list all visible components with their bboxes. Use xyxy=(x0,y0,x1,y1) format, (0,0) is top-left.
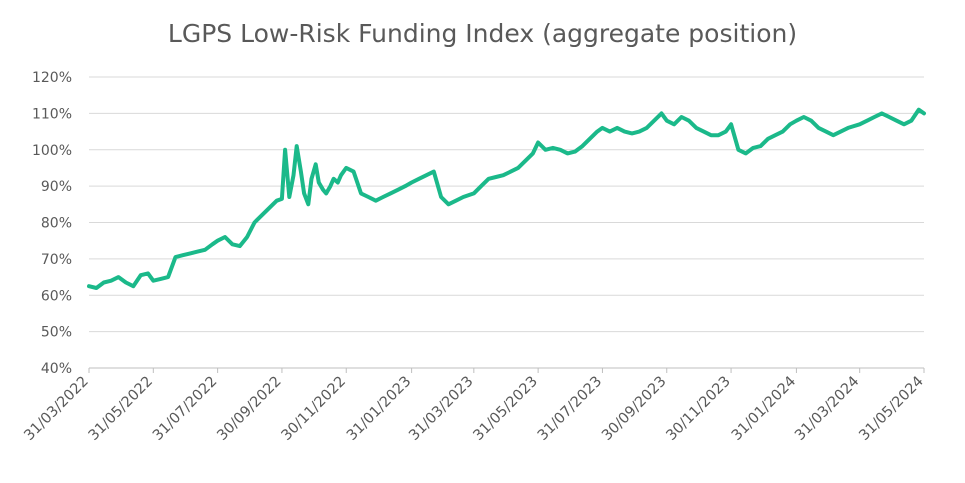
y-tick-label: 120% xyxy=(32,70,72,86)
gridlines xyxy=(89,76,924,333)
series-line xyxy=(87,107,926,290)
x-tick-label: 31/03/2023 xyxy=(406,374,476,444)
y-tick-label: 50% xyxy=(41,325,72,341)
y-axis-ticks: 40% 50% 60% 70% 80% 90% 100% 110% 120% xyxy=(32,70,72,377)
x-tick-label: 31/01/2023 xyxy=(344,374,414,444)
x-tick-label: 31/07/2023 xyxy=(535,374,605,444)
x-tick-label: 31/03/2024 xyxy=(792,374,862,444)
x-tick-label: 31/05/2023 xyxy=(471,374,541,444)
x-tick-label: 31/05/2022 xyxy=(86,374,156,444)
x-tick-label: 30/11/2022 xyxy=(279,374,349,444)
x-tick-label: 30/09/2022 xyxy=(214,374,284,444)
x-tick-label: 30/09/2023 xyxy=(599,374,669,444)
y-tick-label: 80% xyxy=(41,216,72,232)
series-layer xyxy=(87,107,926,290)
x-tick-label: 31/07/2022 xyxy=(150,374,220,444)
y-tick-label: 110% xyxy=(32,106,72,122)
x-tick-label: 31/05/2024 xyxy=(856,374,926,444)
x-axis xyxy=(88,367,925,373)
y-tick-label: 100% xyxy=(32,143,72,159)
x-tick-label: 31/03/2022 xyxy=(21,374,91,444)
y-tick-label: 40% xyxy=(41,361,72,377)
y-tick-label: 90% xyxy=(41,179,72,195)
x-tick-label: 30/11/2023 xyxy=(663,374,733,444)
y-tick-label: 60% xyxy=(41,288,72,304)
x-axis-ticks: 31/03/202231/05/202231/07/202230/09/2022… xyxy=(21,374,926,444)
y-tick-label: 70% xyxy=(41,252,72,268)
chart-title: LGPS Low-Risk Funding Index (aggregate p… xyxy=(168,19,797,48)
x-tick-label: 31/01/2024 xyxy=(729,374,799,444)
